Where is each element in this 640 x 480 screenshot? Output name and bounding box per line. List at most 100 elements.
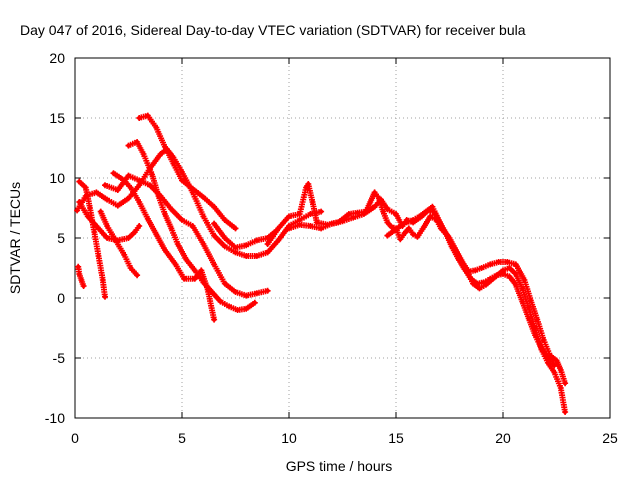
data-point xyxy=(158,151,163,157)
data-point xyxy=(173,262,178,267)
series-track-m xyxy=(384,203,558,369)
data-point xyxy=(402,231,407,236)
x-tick-label: 5 xyxy=(178,430,186,446)
data-point xyxy=(462,267,467,272)
data-point xyxy=(265,250,270,255)
data-point xyxy=(128,185,133,190)
data-point xyxy=(76,264,81,269)
data-point xyxy=(475,281,480,286)
y-tick-label: 5 xyxy=(57,230,65,246)
data-point xyxy=(310,199,315,205)
data-point xyxy=(162,144,168,149)
data-point xyxy=(190,223,195,229)
data-point xyxy=(222,235,227,241)
data-point xyxy=(421,225,427,230)
y-axis-label: SDTVAR / TECUs xyxy=(7,182,23,294)
data-point xyxy=(428,214,433,219)
data-point xyxy=(468,276,474,281)
data-marks xyxy=(74,112,569,415)
y-tick-label: 15 xyxy=(49,110,65,126)
data-point xyxy=(179,217,185,223)
data-point xyxy=(252,300,257,305)
data-point xyxy=(222,217,227,223)
data-point xyxy=(235,307,240,313)
data-point xyxy=(389,225,394,230)
data-point xyxy=(513,262,519,267)
data-point xyxy=(77,199,82,205)
x-tick-label: 25 xyxy=(602,430,618,446)
data-point xyxy=(513,271,519,277)
x-axis-label: GPS time / hours xyxy=(286,458,393,474)
data-point xyxy=(154,232,159,237)
data-point xyxy=(303,185,309,190)
series-trace xyxy=(76,199,143,244)
data-point xyxy=(211,221,217,226)
data-point xyxy=(513,282,519,287)
data-point xyxy=(184,257,189,262)
x-tick-label: 10 xyxy=(281,430,297,446)
data-point xyxy=(505,259,510,265)
data-point xyxy=(137,178,142,183)
data-point xyxy=(132,229,138,235)
data-point xyxy=(201,195,206,200)
data-point xyxy=(171,161,176,166)
data-point xyxy=(297,217,302,223)
data-point xyxy=(77,179,82,184)
data-point xyxy=(520,299,525,304)
data-point xyxy=(94,190,99,195)
data-point xyxy=(162,211,168,217)
data-point xyxy=(233,245,238,250)
data-point xyxy=(175,241,180,247)
data-point xyxy=(346,211,352,217)
data-point xyxy=(94,223,99,229)
data-point xyxy=(398,237,403,242)
data-point xyxy=(410,217,416,223)
data-point xyxy=(211,204,217,209)
data-point xyxy=(297,222,302,227)
data-point xyxy=(102,294,108,299)
data-point xyxy=(154,125,159,130)
gridlines xyxy=(75,58,610,418)
data-point xyxy=(552,370,557,375)
data-point xyxy=(190,186,195,191)
data-point xyxy=(244,253,249,259)
data-point xyxy=(96,253,101,259)
data-point xyxy=(81,283,86,289)
data-point xyxy=(449,244,454,249)
data-point xyxy=(378,197,384,202)
data-point xyxy=(126,173,131,178)
data-point xyxy=(201,241,206,247)
data-point xyxy=(528,298,534,303)
y-tick-label: 10 xyxy=(49,170,65,186)
data-point xyxy=(558,367,563,373)
series-track-b xyxy=(75,263,87,289)
data-point xyxy=(137,223,142,229)
data-point xyxy=(306,181,311,187)
data-point xyxy=(393,211,399,217)
data-point xyxy=(85,214,91,219)
data-point xyxy=(545,355,551,361)
data-point xyxy=(226,304,232,309)
data-point xyxy=(520,286,525,291)
data-point xyxy=(126,143,131,148)
data-point xyxy=(254,253,260,259)
data-point xyxy=(477,286,482,291)
data-point xyxy=(137,183,142,188)
data-point xyxy=(199,268,204,273)
x-tick-label: 15 xyxy=(388,430,404,446)
data-point xyxy=(169,226,174,231)
data-point xyxy=(104,223,110,229)
data-point xyxy=(406,226,412,231)
series-track-f xyxy=(102,172,271,299)
data-point xyxy=(222,244,227,249)
data-point xyxy=(92,229,97,235)
series-track-i xyxy=(136,112,239,232)
data-point xyxy=(233,289,238,295)
data-point xyxy=(318,209,324,214)
data-point xyxy=(398,223,403,229)
data-point xyxy=(244,306,249,311)
data-point xyxy=(115,203,121,208)
data-point xyxy=(134,139,140,145)
data-point xyxy=(211,317,217,322)
